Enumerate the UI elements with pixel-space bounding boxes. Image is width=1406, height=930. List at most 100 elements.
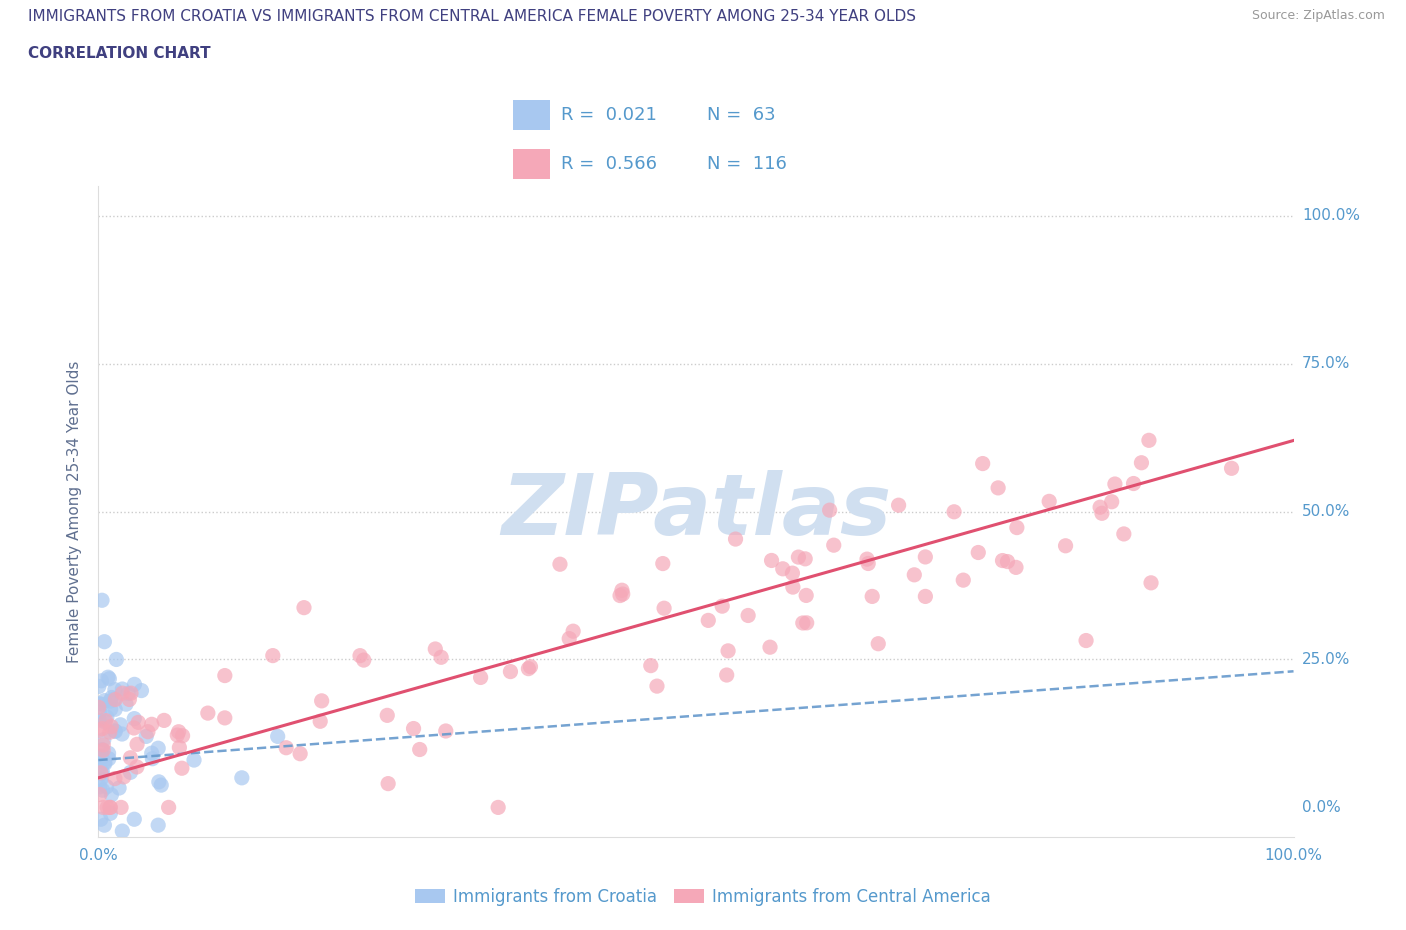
- Point: [118, 692, 141, 707]
- Point: [991, 553, 1014, 568]
- Point: [120, 685, 142, 700]
- Point: [87, 712, 110, 727]
- Point: [1054, 538, 1077, 553]
- Point: [169, 740, 191, 755]
- Point: [377, 777, 399, 791]
- Point: [104, 724, 127, 738]
- Point: [117, 686, 139, 701]
- Point: [796, 616, 818, 631]
- Point: [91, 800, 114, 815]
- Point: [98, 671, 121, 686]
- Point: [787, 550, 810, 565]
- Point: [96, 710, 118, 724]
- Point: [612, 587, 634, 602]
- Point: [94, 756, 117, 771]
- Point: [349, 648, 371, 663]
- Point: [91, 592, 114, 607]
- Point: [124, 812, 146, 827]
- Point: [309, 714, 332, 729]
- Point: [131, 684, 153, 698]
- Point: [425, 642, 447, 657]
- Point: [108, 780, 131, 795]
- Point: [89, 704, 111, 719]
- Point: [104, 692, 127, 707]
- Point: [214, 711, 236, 725]
- Point: [172, 728, 194, 743]
- Point: [856, 551, 879, 566]
- Point: [127, 715, 149, 730]
- Point: [197, 706, 219, 721]
- Point: [434, 724, 457, 738]
- Point: [89, 787, 111, 802]
- Point: [100, 702, 122, 717]
- Point: [157, 800, 180, 815]
- Point: [90, 812, 112, 827]
- Point: [111, 824, 134, 839]
- Point: [97, 670, 120, 684]
- Point: [110, 717, 132, 732]
- Point: [93, 817, 115, 832]
- Point: [1137, 432, 1160, 447]
- Text: N =  63: N = 63: [707, 106, 776, 125]
- Point: [952, 573, 974, 588]
- Point: [972, 456, 994, 471]
- Point: [136, 724, 159, 739]
- Point: [115, 697, 138, 711]
- Point: [111, 685, 134, 700]
- Point: [711, 599, 734, 614]
- Point: [91, 743, 114, 758]
- Point: [100, 690, 122, 705]
- Point: [782, 565, 804, 580]
- Point: [100, 800, 122, 815]
- Point: [94, 713, 117, 728]
- Point: [724, 532, 747, 547]
- Point: [652, 601, 675, 616]
- Point: [90, 697, 112, 711]
- Point: [104, 702, 127, 717]
- Point: [856, 556, 879, 571]
- Point: [792, 616, 814, 631]
- Point: [818, 503, 841, 518]
- Point: [124, 711, 146, 726]
- Point: [1088, 499, 1111, 514]
- Point: [562, 624, 585, 639]
- Point: [170, 761, 193, 776]
- Point: [103, 692, 125, 707]
- Point: [1074, 633, 1097, 648]
- Point: [987, 481, 1010, 496]
- Point: [98, 800, 121, 815]
- Point: [231, 770, 253, 785]
- Point: [1091, 506, 1114, 521]
- Point: [645, 679, 668, 694]
- Point: [91, 742, 114, 757]
- Text: R =  0.021: R = 0.021: [561, 106, 657, 125]
- Point: [1005, 560, 1028, 575]
- Point: [519, 659, 541, 674]
- Point: [167, 724, 190, 739]
- Point: [651, 556, 673, 571]
- Point: [716, 668, 738, 683]
- FancyBboxPatch shape: [513, 149, 550, 179]
- Point: [150, 777, 173, 792]
- Point: [409, 742, 432, 757]
- Point: [717, 644, 740, 658]
- Point: [98, 806, 122, 821]
- Point: [125, 760, 148, 775]
- Point: [823, 538, 845, 552]
- Point: [93, 732, 115, 747]
- Point: [122, 721, 145, 736]
- Point: [759, 640, 782, 655]
- Point: [166, 727, 188, 742]
- Point: [91, 737, 114, 752]
- Point: [353, 653, 375, 668]
- Text: ZIPatlas: ZIPatlas: [501, 470, 891, 553]
- Point: [90, 772, 112, 787]
- Point: [120, 751, 142, 765]
- Point: [87, 679, 110, 694]
- Point: [1130, 456, 1153, 471]
- Point: [887, 498, 910, 512]
- Point: [794, 551, 817, 566]
- Point: [782, 579, 804, 594]
- Point: [90, 750, 112, 764]
- Point: [914, 589, 936, 604]
